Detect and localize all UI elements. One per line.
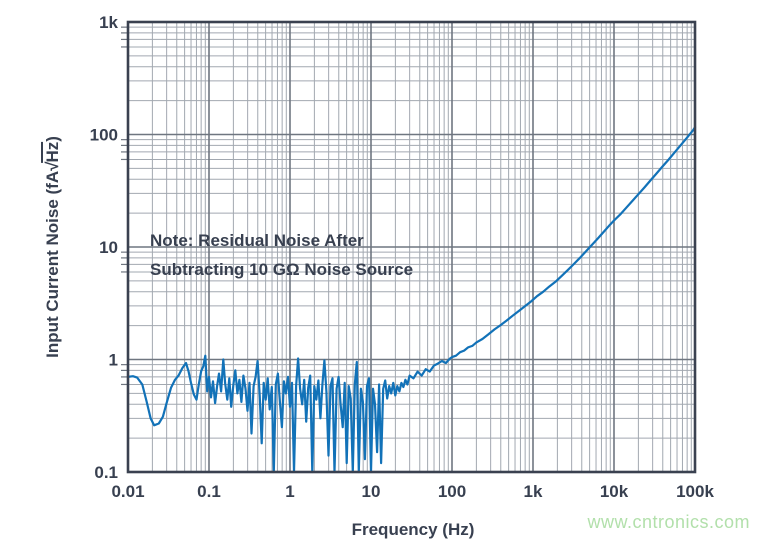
watermark-text: www.cntronics.com <box>587 512 750 532</box>
y-tick-label: 1 <box>109 351 118 370</box>
x-tick-label: 10 <box>362 482 381 501</box>
y-axis-title-overline-unit: Hz <box>41 141 62 163</box>
axis-frame <box>126 20 697 474</box>
y-axis-tick-labels: 0.1 1 10 100 1k <box>90 13 119 482</box>
y-axis-title-suffix: ) <box>43 136 62 142</box>
x-tick-label: 1 <box>285 482 294 501</box>
note-line-1: Note: Residual Noise After <box>150 231 364 250</box>
x-axis-title: Frequency (Hz) <box>351 520 475 539</box>
note-line-2: Subtracting 10 GΩ Noise Source <box>150 260 414 279</box>
noise-curve <box>126 126 697 474</box>
x-tick-label: 0.01 <box>111 482 144 501</box>
x-tick-label: 0.1 <box>197 482 221 501</box>
x-tick-label: 10k <box>600 482 629 501</box>
y-axis-title: Input Current Noise (fA√Hz) <box>41 136 63 358</box>
y-tick-label: 10 <box>99 238 118 257</box>
note-annotation: Note: Residual Noise After Subtracting 1… <box>150 226 413 284</box>
x-tick-label: 1k <box>524 482 543 501</box>
x-tick-label: 100 <box>438 482 466 501</box>
radical-sign-icon: √ <box>43 162 62 171</box>
y-tick-label: 1k <box>99 13 118 32</box>
y-tick-label: 0.1 <box>94 463 118 482</box>
x-tick-label: 100k <box>676 482 714 501</box>
y-axis-title-prefix: Input Current Noise (fA <box>43 170 62 358</box>
y-tick-label: 100 <box>90 126 118 145</box>
x-axis-tick-labels: 0.01 0.1 1 10 100 1k 10k 100k <box>111 482 714 501</box>
